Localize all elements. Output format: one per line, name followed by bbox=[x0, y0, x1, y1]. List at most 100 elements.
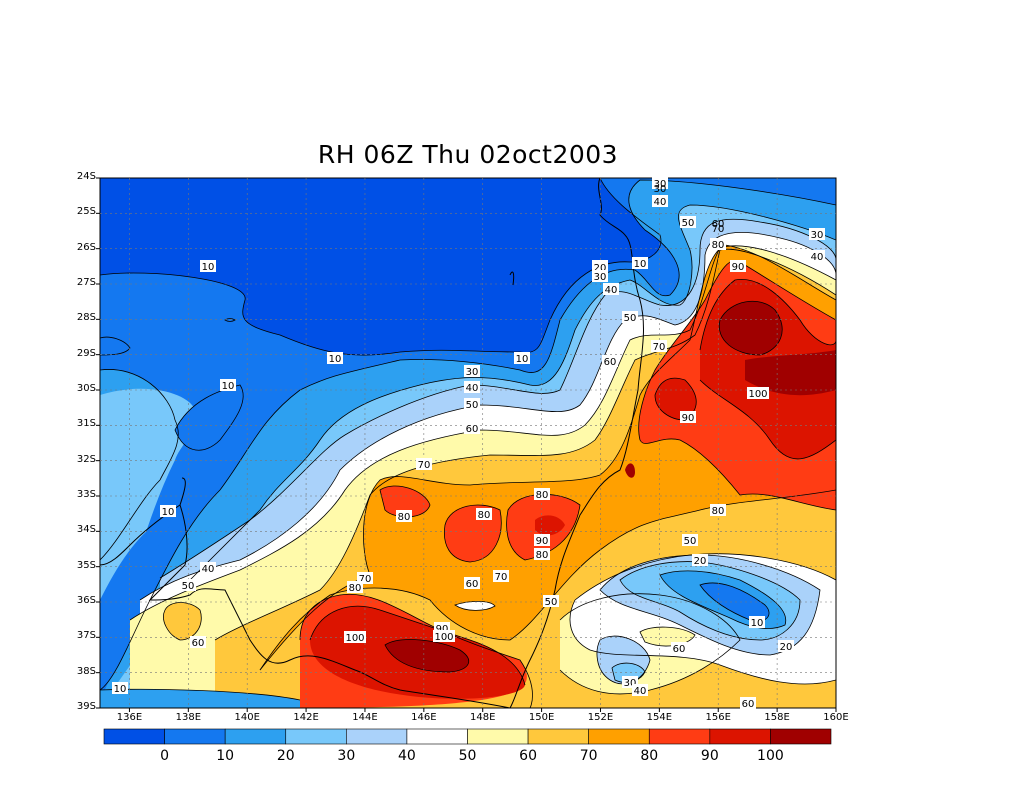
contour-label: 20 bbox=[780, 642, 793, 653]
colorbar-swatch bbox=[285, 728, 347, 745]
contour-label: 100 bbox=[748, 389, 767, 400]
contour-label: 60 bbox=[742, 699, 755, 710]
contour-label-bg bbox=[327, 352, 343, 364]
contour-label: 30 bbox=[654, 179, 667, 190]
lon-label: 142E bbox=[293, 712, 319, 723]
contour-label: 10 bbox=[751, 618, 764, 629]
contour-label-bg bbox=[112, 682, 128, 694]
colorbar-swatch bbox=[527, 728, 589, 745]
contour-label: 80 bbox=[398, 512, 411, 523]
contour-label: 10 bbox=[162, 507, 175, 518]
lat-label: 27S bbox=[76, 277, 96, 288]
contour-label-bg bbox=[710, 504, 726, 516]
colorbar-label: 80 bbox=[640, 748, 659, 764]
contour-label-bg bbox=[464, 365, 480, 377]
contour-label: 10 bbox=[329, 354, 342, 365]
contour-label: 80 bbox=[712, 240, 725, 251]
contour-label-bg bbox=[476, 508, 492, 520]
plot-frame bbox=[99, 177, 837, 709]
lon-label: 150E bbox=[528, 712, 555, 723]
contour-label: 10 bbox=[634, 259, 647, 270]
contour-label: 50 bbox=[684, 536, 697, 547]
contour-label-bg bbox=[190, 636, 206, 648]
contour-label: 60 bbox=[673, 644, 686, 655]
contour-label-bg bbox=[682, 534, 698, 546]
contour-label: 40 bbox=[811, 252, 824, 263]
contour-label-bg bbox=[632, 257, 648, 269]
contour-label: 90 bbox=[682, 413, 695, 424]
contour-lines bbox=[100, 178, 836, 708]
contour-label-bg bbox=[464, 422, 480, 434]
contour-label-bg bbox=[493, 570, 509, 582]
contour-label: 80 bbox=[349, 583, 362, 594]
contour-label-bg bbox=[680, 216, 696, 228]
lon-label: 160E bbox=[823, 712, 849, 723]
contour-label: 70 bbox=[495, 572, 508, 583]
colorbar-swatch bbox=[406, 728, 468, 745]
lat-label: 30S bbox=[76, 383, 96, 394]
lat-label: 35S bbox=[76, 559, 96, 571]
contour-label-bg bbox=[592, 270, 608, 282]
colorbar-label: 100 bbox=[757, 748, 784, 764]
colorbar-label: 60 bbox=[519, 748, 537, 764]
contour-label: 70 bbox=[359, 574, 372, 585]
contour-label: 20 bbox=[594, 263, 607, 274]
contour-label: 40 bbox=[466, 383, 479, 394]
contour-label: 70 bbox=[418, 460, 431, 471]
colorbar-label: 10 bbox=[216, 748, 235, 764]
contour-label-bg bbox=[680, 411, 696, 423]
lon-label: 138E bbox=[175, 712, 202, 723]
contour-label: 90 bbox=[436, 624, 449, 635]
contour-label-bg bbox=[396, 510, 412, 522]
contour-label: 10 bbox=[114, 684, 127, 695]
colorbar-swatch bbox=[467, 728, 529, 745]
contour-label: 70 bbox=[712, 224, 725, 235]
contour-label-bg bbox=[730, 260, 746, 272]
contour-label-bg bbox=[344, 631, 366, 643]
contour-label: 80 bbox=[536, 490, 549, 501]
contour-label-bg bbox=[433, 630, 455, 642]
contour-label-bg bbox=[747, 387, 769, 399]
contour-label: 20 bbox=[694, 556, 707, 567]
lon-label: 144E bbox=[352, 712, 378, 723]
lat-label: 24S bbox=[76, 171, 96, 182]
contour-label: 30 bbox=[654, 184, 667, 195]
lat-label: 32S bbox=[76, 453, 96, 465]
contour-label: 60 bbox=[466, 424, 479, 435]
contour-label: 100 bbox=[434, 632, 453, 643]
colorbar-swatch bbox=[346, 728, 408, 745]
lat-label: 26S bbox=[76, 241, 96, 253]
colorbar-label: 0 bbox=[160, 748, 170, 764]
lon-label: 140E bbox=[234, 712, 260, 723]
contour-label-bg bbox=[740, 697, 756, 709]
lon-label: 148E bbox=[470, 712, 496, 723]
contour-label-bg bbox=[652, 177, 668, 189]
contour-label-bg bbox=[464, 381, 480, 393]
contour-label: 70 bbox=[653, 342, 666, 353]
contour-label-bg bbox=[603, 283, 619, 295]
contour-label-bg bbox=[778, 640, 794, 652]
contour-label: 30 bbox=[811, 230, 824, 241]
contour-label-bg bbox=[692, 554, 708, 566]
contour-label: 40 bbox=[202, 564, 215, 575]
lat-label: 34S bbox=[76, 524, 96, 536]
lat-label: 38S bbox=[76, 665, 96, 677]
contour-label: 80 bbox=[712, 506, 725, 517]
contour-label-bg bbox=[160, 505, 176, 517]
contour-label-bg bbox=[710, 238, 726, 250]
lon-label: 154E bbox=[646, 712, 673, 723]
lon-label: 136E bbox=[116, 712, 143, 723]
lat-label: 29S bbox=[76, 347, 96, 359]
contour-label: 30 bbox=[624, 678, 637, 689]
contour-label-bg bbox=[200, 260, 216, 272]
contour-label-bg bbox=[652, 195, 668, 207]
contour-label-bg bbox=[464, 398, 480, 410]
lat-label: 28S bbox=[76, 312, 96, 324]
contour-label: 90 bbox=[536, 536, 549, 547]
contour-label: 50 bbox=[624, 313, 637, 324]
contour-label: 60 bbox=[192, 638, 205, 649]
contour-label: 60 bbox=[712, 219, 725, 230]
colorbar-swatch bbox=[770, 728, 832, 745]
contour-label-bg bbox=[671, 642, 687, 654]
